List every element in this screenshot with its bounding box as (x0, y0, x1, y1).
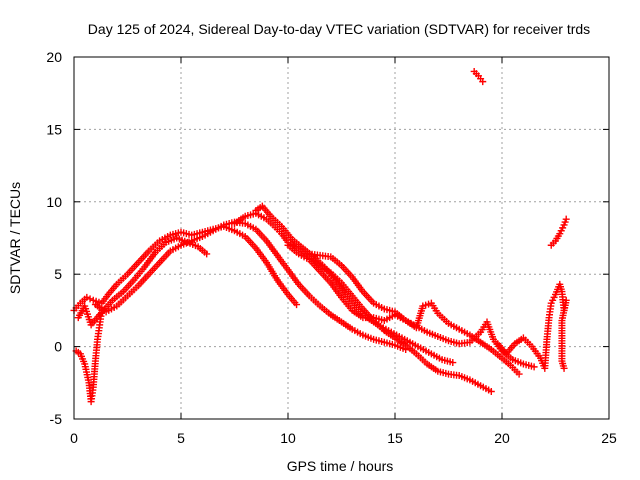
x-tick-label: 0 (70, 430, 78, 446)
y-tick-label: 20 (46, 49, 62, 65)
y-tick-label: 0 (54, 339, 62, 355)
series-arc-k (494, 280, 570, 372)
data-point (530, 363, 538, 371)
data-point (83, 293, 91, 301)
grid-lines (74, 57, 609, 419)
series-arc-i (470, 67, 487, 86)
x-axis-label: GPS time / hours (287, 458, 394, 474)
x-tick-label: 10 (280, 430, 296, 446)
y-tick-label: -5 (50, 411, 63, 427)
y-tick-label: 15 (46, 121, 62, 137)
data-point (203, 250, 211, 258)
data-point (449, 359, 457, 367)
data-point (515, 370, 523, 378)
data-point (86, 295, 94, 303)
data-point (487, 387, 495, 395)
x-tick-label: 20 (494, 430, 510, 446)
x-tick-label: 25 (601, 430, 617, 446)
chart-title: Day 125 of 2024, Sidereal Day-to-day VTE… (88, 21, 590, 37)
x-tick-label: 5 (177, 430, 185, 446)
y-tick-label: 5 (54, 266, 62, 282)
data-points (70, 67, 570, 406)
plot-frame (73, 56, 610, 420)
axis-ticks: 0 5 10 15 20 25 -5 0 5 10 15 20 (46, 49, 617, 446)
y-axis-label: SDTVAR / TECUs (7, 182, 23, 294)
data-point (479, 78, 487, 86)
x-tick-label: 15 (387, 430, 403, 446)
data-point (293, 301, 301, 309)
series-arc-e (231, 209, 495, 395)
data-point (562, 215, 570, 223)
y-tick-label: 10 (46, 194, 62, 210)
data-point (560, 364, 568, 372)
series-arc-a (72, 306, 106, 406)
series-arc-h (305, 250, 523, 378)
series-arc-j (547, 215, 570, 249)
series-arc-f (252, 202, 457, 367)
